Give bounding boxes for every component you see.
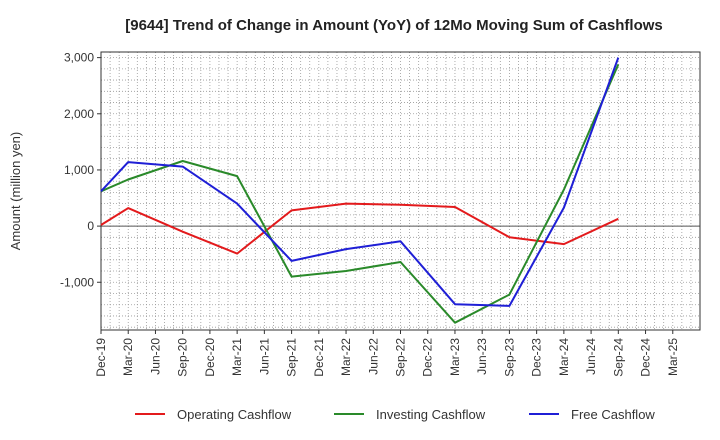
x-tick-label: Sep-24 [611,338,625,377]
y-axis-ticks: -1,000 0 1,000 2,000 3,000 [60,51,101,289]
x-tick-label: Sep-22 [394,338,408,377]
x-tick-label: Mar-23 [448,338,462,376]
x-tick-label: Dec-19 [94,338,108,377]
series-line-free-cashflow [100,57,620,307]
x-tick-label: Jun-21 [257,338,271,375]
series-line-investing-cashflow [100,64,620,324]
legend-label: Free Cashflow [571,407,655,422]
y-tick-label: 1,000 [64,163,94,177]
x-axis-ticks: Dec-19 Mar-20 Jun-20 Sep-20 Dec-20 Mar-21 Jun-… [94,330,680,377]
y-axis-label: Amount (million yen) [8,132,23,251]
series-line-operating-cashflow [100,202,619,255]
x-tick-label: Mar-24 [557,338,571,376]
y-tick-label: 2,000 [64,107,94,121]
x-tick-label: Dec-20 [203,338,217,377]
chart-title: [9644] Trend of Change in Amount (YoY) o… [125,17,663,34]
x-tick-label: Dec-23 [530,338,544,377]
legend-label: Operating Cashflow [177,407,292,422]
x-tick-label: Mar-25 [666,338,680,376]
y-tick-label: -1,000 [60,275,94,289]
legend-label: Investing Cashflow [376,407,486,422]
x-tick-label: Jun-24 [584,338,598,375]
x-tick-label: Mar-21 [230,338,244,376]
x-tick-label: Dec-22 [421,338,435,377]
x-tick-label: Sep-20 [176,338,190,377]
x-tick-label: Dec-21 [312,338,326,377]
x-tick-label: Dec-24 [639,338,653,377]
series-lines [100,57,620,324]
y-tick-label: 3,000 [64,51,94,65]
grid [100,52,701,330]
x-tick-label: Jun-20 [148,338,162,375]
x-tick-label: Jun-23 [475,338,489,375]
legend: Operating Cashflow Investing Cashflow Free… [135,407,655,422]
x-tick-label: Jun-22 [366,338,380,375]
x-tick-label: Mar-20 [121,338,135,376]
x-tick-label: Mar-22 [339,338,353,376]
y-tick-label: 0 [87,219,94,233]
x-tick-label: Sep-23 [502,338,516,377]
x-tick-label: Sep-21 [285,338,299,377]
